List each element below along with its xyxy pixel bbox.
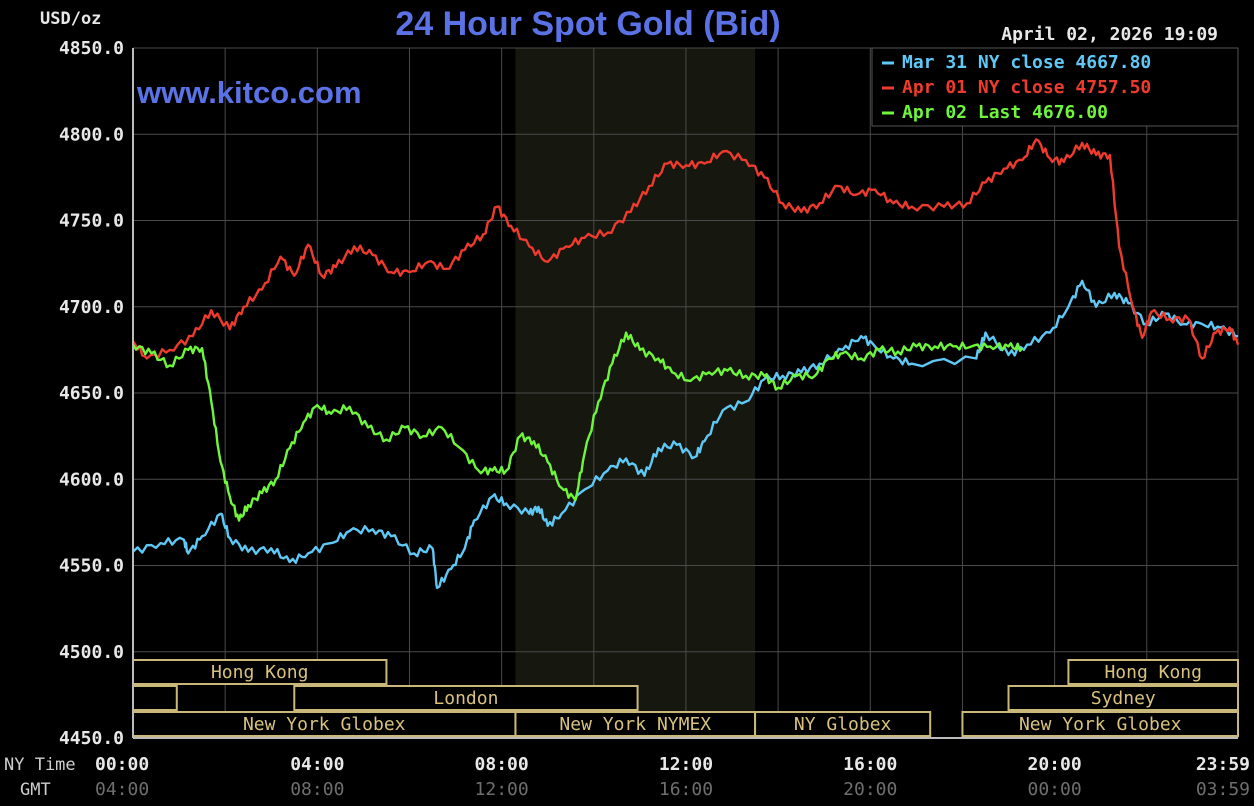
session-label: New York Globex (1019, 714, 1182, 735)
x-tick-label-ny: 04:00 (290, 754, 344, 775)
y-tick-label: 4750.0 (59, 211, 124, 232)
session-label: Hong Kong (211, 662, 309, 683)
legend: Mar 31 NY close 4667.80 Apr 01 NY close 4… (882, 52, 1151, 123)
x-tick-label-gmt: 00:00 (1028, 779, 1082, 800)
timestamp: April 02, 2026 19:09 (1001, 24, 1218, 45)
y-tick-label: 4600.0 (59, 469, 124, 490)
x-tick-label-ny: 12:00 (659, 754, 713, 775)
session-box (132, 711, 517, 737)
series-line (132, 138, 1240, 360)
x-tick-label-gmt: 08:00 (290, 779, 344, 800)
session-box (132, 659, 388, 685)
y-axis-unit: USD/oz (40, 9, 101, 29)
session-label: NY Globex (794, 714, 892, 735)
session-label: Hong Kong (1104, 662, 1202, 683)
x-tick-label-gmt: 03:59 (1196, 779, 1250, 800)
session-box (293, 685, 639, 711)
x-tick-label-gmt: 12:00 (475, 779, 529, 800)
grid-lines (132, 47, 1239, 739)
chart-title: 24 Hour Spot Gold (Bid) (395, 5, 780, 43)
x-tick-label-ny: 20:00 (1028, 754, 1082, 775)
session-box (961, 711, 1240, 737)
x-row-label-gmt: GMT (20, 780, 51, 800)
legend-entry: Apr 02 Last 4676.00 (902, 102, 1108, 123)
y-tick-label: 4450.0 (59, 728, 124, 749)
session-label: London (433, 688, 498, 709)
x-tick-label-gmt: 04:00 (95, 779, 149, 800)
trading-sessions: Hong Kong London New York Globex New York N… (132, 659, 1240, 737)
x-tick-label-ny: 23:59 (1196, 754, 1250, 775)
session-label: Sydney (1091, 688, 1156, 709)
legend-entry: Mar 31 NY close 4667.80 (902, 52, 1151, 73)
series-lines (131, 138, 1240, 590)
x-tick-label-gmt: 16:00 (659, 779, 713, 800)
legend-entry: Apr 01 NY close 4757.50 (902, 77, 1151, 98)
session-box (514, 711, 757, 737)
series-line (132, 279, 1239, 590)
x-tick-label-ny: 16:00 (843, 754, 897, 775)
x-row-label-ny: NY Time (4, 755, 76, 775)
y-tick-label: 4550.0 (59, 556, 124, 577)
x-tick-label-ny: 00:00 (95, 754, 149, 775)
session-box (1007, 685, 1239, 711)
y-tick-label: 4850.0 (59, 38, 124, 59)
y-tick-label: 4800.0 (59, 124, 124, 145)
y-tick-label: 4700.0 (59, 297, 124, 318)
series-line (131, 331, 1024, 522)
axes: 4850.0 4800.0 4750.0 4700.0 4650.0 4600.0 4550… (59, 38, 1250, 800)
session-box (132, 685, 178, 711)
x-tick-label-ny: 08:00 (475, 754, 529, 775)
x-tick-label-gmt: 20:00 (843, 779, 897, 800)
session-label: New York NYMEX (559, 714, 711, 735)
session-label: New York Globex (243, 714, 406, 735)
y-tick-label: 4500.0 (59, 642, 124, 663)
legend-box (871, 47, 1239, 127)
y-tick-label: 4650.0 (59, 383, 124, 404)
session-box (1067, 659, 1240, 685)
watermark: www.kitco.com (136, 75, 362, 110)
session-box (754, 711, 932, 737)
